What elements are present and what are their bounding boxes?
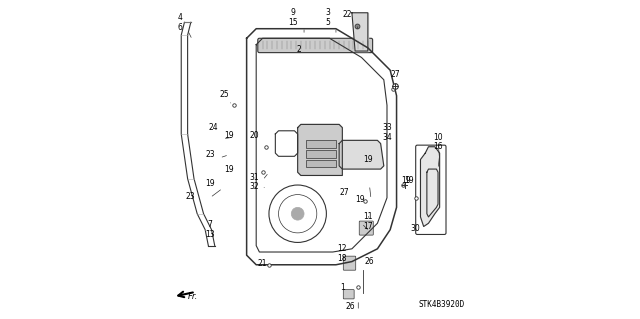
Text: STK4B3920D: STK4B3920D (418, 300, 465, 309)
Text: 19: 19 (355, 195, 365, 204)
Text: 13: 13 (205, 230, 215, 239)
Polygon shape (352, 13, 368, 51)
Text: 22: 22 (342, 10, 352, 19)
Text: 18: 18 (337, 254, 347, 263)
Text: 31: 31 (250, 173, 259, 182)
Text: 11: 11 (363, 212, 372, 221)
Text: 20: 20 (250, 131, 259, 140)
Text: 27: 27 (390, 70, 400, 79)
Text: 19: 19 (224, 165, 234, 174)
Text: 5: 5 (326, 18, 330, 27)
Text: 30: 30 (411, 224, 420, 233)
Text: 26: 26 (365, 257, 374, 266)
Text: 9: 9 (291, 8, 295, 17)
Text: 19: 19 (363, 155, 372, 164)
Text: Fr.: Fr. (188, 292, 198, 300)
Polygon shape (420, 147, 440, 226)
Polygon shape (339, 140, 384, 169)
FancyBboxPatch shape (258, 38, 372, 53)
Text: 19: 19 (401, 176, 411, 185)
Text: 19: 19 (224, 131, 234, 140)
Circle shape (291, 207, 304, 220)
Text: 34: 34 (382, 133, 392, 142)
Text: 16: 16 (433, 142, 443, 151)
Text: 24: 24 (209, 123, 218, 132)
Text: 4: 4 (177, 13, 182, 22)
FancyBboxPatch shape (343, 290, 354, 299)
Bar (306, 140, 336, 148)
Text: 27: 27 (339, 189, 349, 197)
Text: 3: 3 (326, 8, 330, 17)
Text: 21: 21 (258, 259, 268, 268)
Bar (306, 150, 336, 158)
Text: 23: 23 (205, 150, 215, 159)
Text: 25: 25 (220, 90, 229, 99)
Text: 32: 32 (250, 182, 259, 191)
FancyBboxPatch shape (359, 221, 373, 235)
Text: 1: 1 (340, 283, 345, 292)
Text: 19: 19 (205, 179, 215, 188)
Text: 6: 6 (177, 23, 182, 32)
Text: 19: 19 (404, 176, 414, 185)
Text: 12: 12 (337, 244, 347, 253)
Text: 10: 10 (433, 133, 443, 142)
Text: 2: 2 (297, 45, 301, 54)
Text: 15: 15 (288, 18, 298, 27)
Text: 23: 23 (186, 192, 196, 201)
FancyBboxPatch shape (343, 256, 356, 270)
Text: 7: 7 (207, 220, 212, 229)
Bar (306, 160, 336, 167)
Text: 17: 17 (363, 222, 372, 231)
Text: 26: 26 (346, 302, 355, 311)
Polygon shape (298, 124, 342, 175)
Text: 33: 33 (382, 123, 392, 132)
